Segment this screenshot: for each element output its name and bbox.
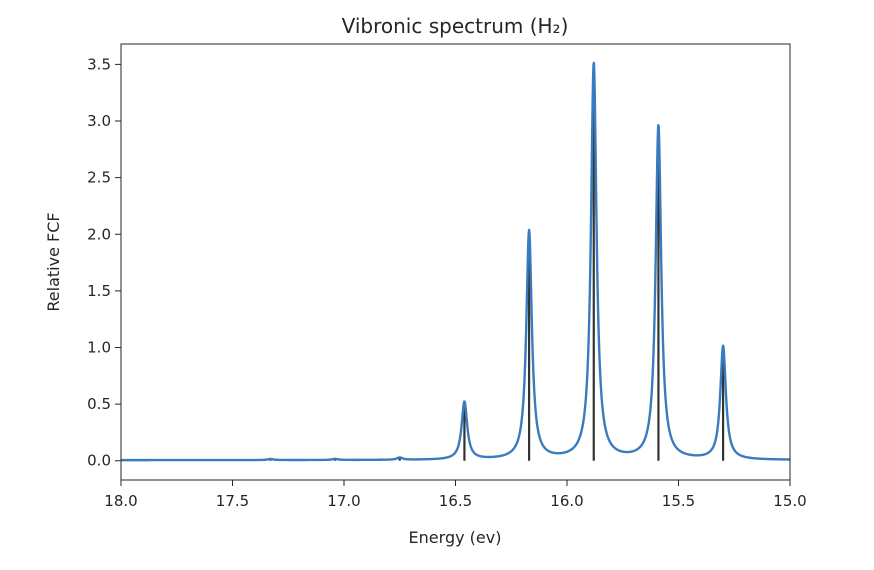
y-tick-label: 3.5 bbox=[87, 55, 111, 73]
x-tick-label: 16.0 bbox=[550, 492, 583, 510]
y-tick-label: 2.5 bbox=[87, 169, 111, 187]
spectrum-line bbox=[121, 61, 790, 462]
y-tick-label: 0.5 bbox=[87, 395, 111, 413]
y-tick-label: 1.5 bbox=[87, 282, 111, 300]
x-tick-label: 17.0 bbox=[327, 492, 360, 510]
y-tick-label: 3.0 bbox=[87, 112, 111, 130]
x-tick-label: 15.0 bbox=[773, 492, 806, 510]
x-tick-label: 15.5 bbox=[662, 492, 695, 510]
chart-title: Vibronic spectrum (H₂) bbox=[342, 14, 569, 38]
y-tick-label: 0.0 bbox=[87, 452, 111, 470]
plot-frame bbox=[120, 43, 791, 481]
y-axis-label: Relative FCF bbox=[44, 212, 63, 311]
y-axis: 0.0 0.5 1.0 1.5 2.0 2.5 3.0 3.5 bbox=[87, 55, 121, 470]
plot-layer bbox=[121, 61, 790, 462]
x-axis-label: Energy (ev) bbox=[409, 528, 502, 547]
x-tick-label: 16.5 bbox=[439, 492, 472, 510]
x-tick-label: 17.5 bbox=[216, 492, 249, 510]
y-tick-label: 1.0 bbox=[87, 339, 111, 357]
x-tick-label: 18.0 bbox=[104, 492, 137, 510]
y-tick-label: 2.0 bbox=[87, 225, 111, 243]
x-axis: 18.0 17.5 17.0 16.5 16.0 15.5 15.0 bbox=[104, 480, 807, 510]
